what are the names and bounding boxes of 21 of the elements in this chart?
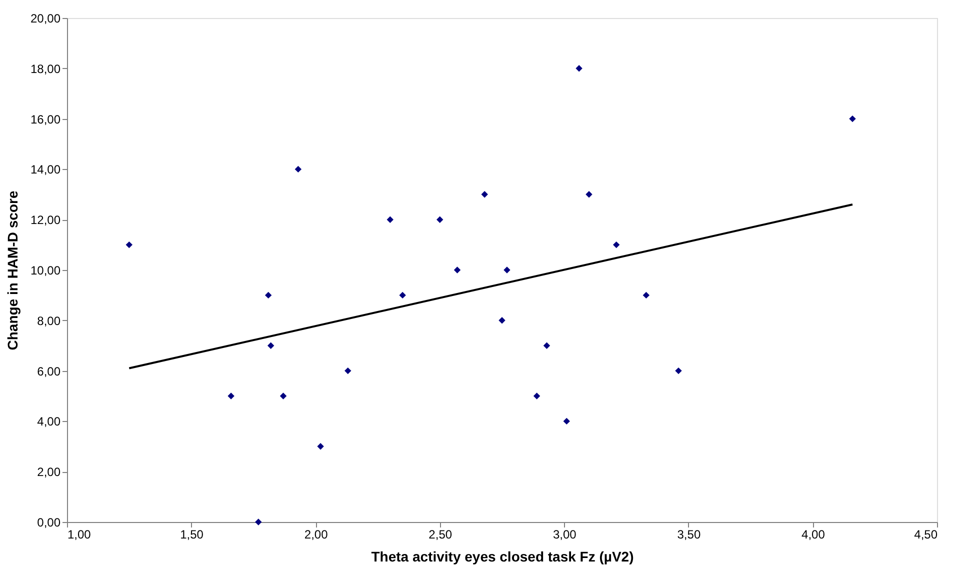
y-tick-label: 12,00	[30, 213, 61, 228]
x-tick-label: 1,00	[68, 528, 92, 542]
x-tick-label: 4,50	[914, 528, 938, 542]
y-tick-label: 0,00	[37, 516, 61, 530]
x-tick-label: 4,00	[802, 528, 826, 542]
y-axis-title: Change in HAM-D score	[4, 190, 20, 350]
y-tick-label: 14,00	[30, 162, 61, 177]
x-tick-label: 3,00	[552, 528, 577, 542]
y-tick-label: 16,00	[30, 112, 61, 126]
y-tick-label: 8,00	[37, 314, 61, 328]
y-tick-label: 10,00	[30, 264, 61, 278]
y-tick-label: 2,00	[37, 465, 61, 480]
y-tick-label: 20,00	[30, 12, 61, 26]
y-tick-label: 6,00	[37, 364, 61, 378]
y-tick-label: 4,00	[37, 414, 61, 429]
x-tick-label: 3,50	[677, 528, 701, 542]
x-axis-title: Theta activity eyes closed task Fz (µV2)	[371, 548, 634, 564]
x-tick-label: 2,00	[304, 528, 328, 542]
x-tick-label: 2,50	[428, 528, 452, 542]
x-tick-label: 1,50	[180, 528, 204, 542]
y-tick-label: 18,00	[30, 62, 61, 76]
